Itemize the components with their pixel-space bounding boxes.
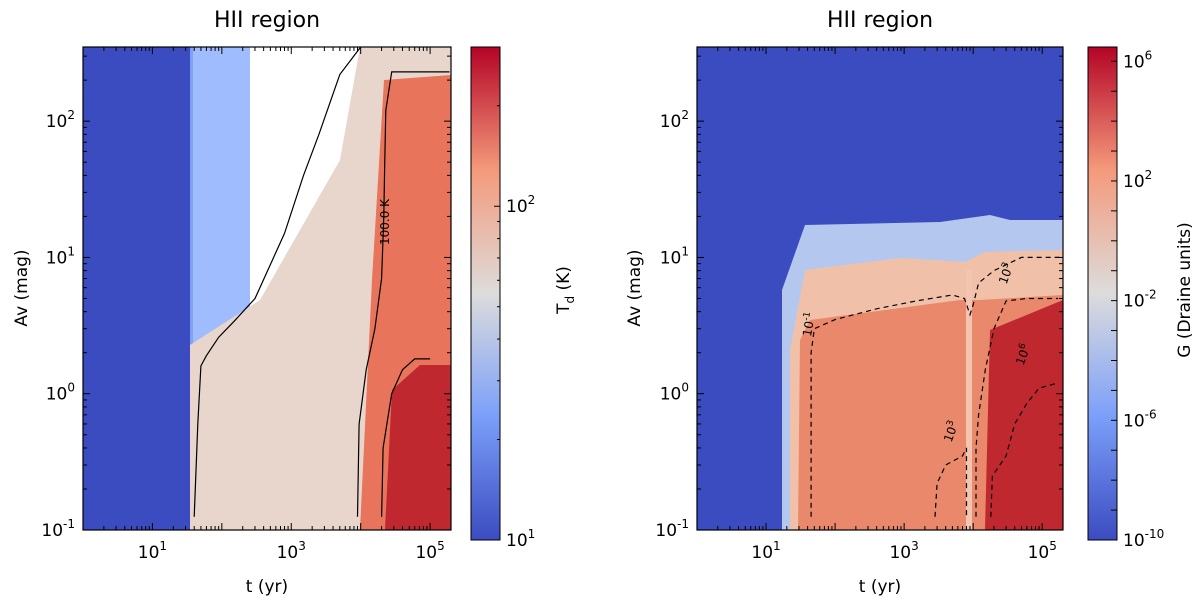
contour-label-1e3-left: 103 — [940, 419, 961, 444]
contour-layer — [810, 256, 1060, 517]
colorbar-gradient — [470, 46, 501, 541]
y-tick-label: 100 — [46, 381, 75, 405]
y-tick-label: 101 — [46, 244, 75, 268]
chart-title: HII region — [214, 8, 320, 33]
contour-label-1e-1: 10-1 — [799, 311, 818, 338]
colorbar-tick-label: 102 — [506, 193, 535, 217]
x-tick-label: 101 — [751, 539, 780, 563]
y-axis: 10-1 100 101 102 Av (mag) — [12, 55, 451, 541]
x-axis-label: t (yr) — [859, 577, 901, 597]
heatmap-dip-stripe — [966, 270, 972, 530]
contour-label-1e3-right: 103 — [995, 261, 1016, 286]
chart-title: HII region — [827, 8, 933, 33]
colorbar: 10-10 10-6 10-2 102 106 G (Draine units) — [1087, 46, 1195, 551]
heatmap-hottest-region — [985, 300, 1063, 530]
contour-line — [934, 447, 968, 517]
x-tick-label: 105 — [415, 539, 444, 563]
x-axis: 101 103 105 t (yr) — [82, 47, 452, 597]
chart-temperature: HII region 100.0 K 101 103 105 t (yr) 10-1… — [12, 8, 577, 597]
contour-line — [356, 71, 450, 517]
y-tick-label: 10-1 — [41, 517, 75, 541]
contour-line — [193, 47, 362, 517]
x-axis-label: t (yr) — [246, 577, 288, 597]
colorbar-tick-label: 106 — [1123, 48, 1152, 72]
colorbar-label: Td (K) — [554, 266, 577, 315]
y-tick-label: 102 — [46, 108, 75, 132]
y-axis: 10-1 100 101 102 Av (mag) — [625, 55, 1063, 541]
colorbar-tick-label: 101 — [506, 527, 535, 551]
y-tick-label: 102 — [660, 108, 689, 132]
colorbar: 101 102 Td (K) — [470, 46, 577, 551]
x-tick-label: 105 — [1028, 539, 1057, 563]
contour-line — [381, 358, 431, 517]
y-axis-label: Av (mag) — [12, 249, 32, 326]
contour-label-100K: 100.0 K — [378, 198, 392, 245]
chart-radiation-field: HII region 10-1 103 103 106 101 103 105 t … — [625, 8, 1195, 597]
x-axis: 101 103 105 t (yr) — [696, 47, 1064, 597]
heatmap-area — [83, 47, 451, 530]
heatmap-area — [697, 47, 1063, 530]
colorbar-label: G (Draine units) — [1175, 222, 1195, 358]
x-tick-label: 103 — [277, 539, 306, 563]
x-tick-label: 103 — [889, 539, 918, 563]
y-axis-label: Av (mag) — [625, 249, 645, 326]
contour-label-1e6: 106 — [1012, 342, 1033, 367]
colorbar-gradient — [1087, 46, 1118, 541]
colorbar-tick-label: 102 — [1123, 168, 1152, 192]
y-tick-label: 100 — [660, 381, 689, 405]
contour-layer — [193, 47, 450, 517]
plot-frame — [82, 46, 452, 531]
contour-line — [975, 297, 1059, 517]
heatmap-blue-region — [83, 47, 193, 530]
x-tick-label: 101 — [138, 539, 167, 563]
contour-line — [810, 256, 1060, 517]
colorbar-tick-label: 10-6 — [1123, 407, 1157, 431]
y-tick-label: 10-1 — [655, 517, 689, 541]
heatmap-hottest-region — [385, 365, 451, 530]
y-tick-label: 101 — [660, 244, 689, 268]
colorbar-tick-label: 10-10 — [1123, 527, 1164, 551]
colorbar-tick-label: 10-2 — [1123, 288, 1157, 312]
plot-frame — [696, 46, 1064, 531]
